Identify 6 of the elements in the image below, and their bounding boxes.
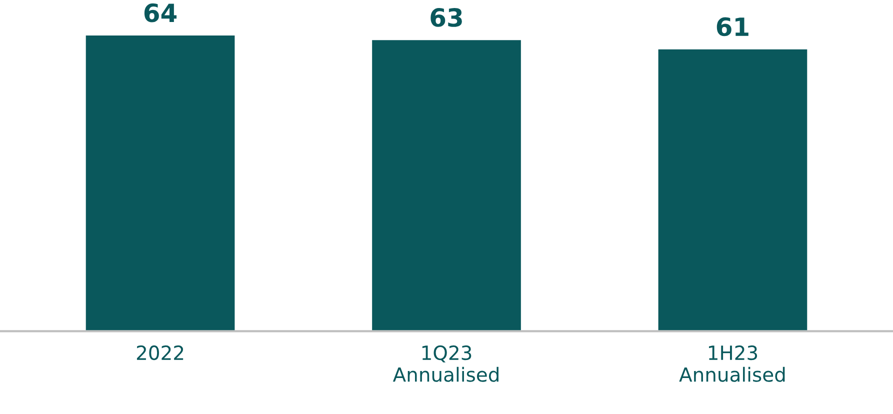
- x-tick-label: 2022: [136, 345, 184, 360]
- data-label: 61: [716, 17, 748, 36]
- data-label: 64: [144, 3, 177, 22]
- x-tick-label: 1Q23 Annualised: [392, 345, 498, 382]
- x-tick-label: 1H23 Annualised: [679, 345, 785, 382]
- data-label: 63: [430, 8, 462, 27]
